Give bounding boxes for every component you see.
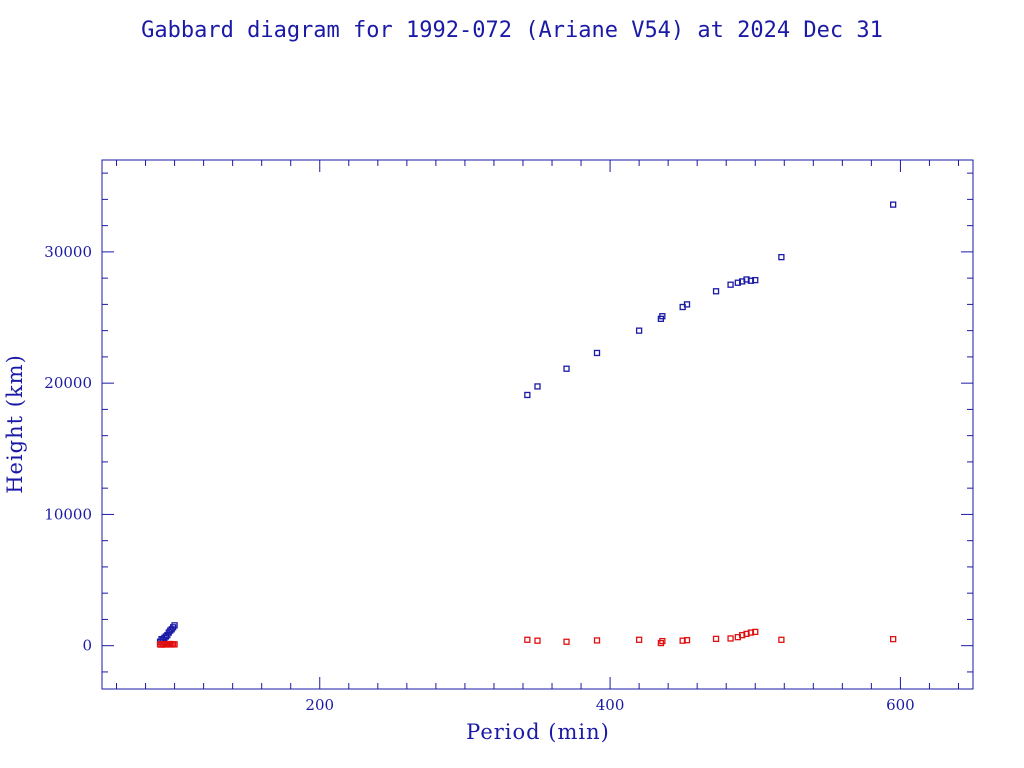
y-tick-label: 30000 — [44, 243, 92, 261]
x-tick-label: 600 — [886, 696, 915, 714]
apogee-point — [752, 276, 759, 284]
perigee-point — [752, 628, 759, 636]
apogee-point — [593, 349, 601, 357]
y-axis-label: Height (km) — [3, 354, 27, 494]
perigee-point — [778, 636, 785, 643]
perigee-point — [727, 635, 734, 642]
y-tick-label: 0 — [82, 637, 92, 655]
x-tick-label: 200 — [305, 696, 334, 714]
apogee-point — [524, 391, 531, 399]
perigee-point — [890, 635, 897, 643]
axis-ticks — [102, 160, 973, 689]
apogee-point — [563, 365, 570, 372]
perigee-point — [593, 637, 601, 644]
perigee-point — [635, 636, 643, 643]
apogee-point — [171, 622, 178, 629]
y-tick-label: 20000 — [44, 374, 92, 392]
chart-title: Gabbard diagram for 1992-072 (Ariane V54… — [141, 18, 883, 43]
perigee-point — [683, 637, 691, 644]
apogee-point — [712, 288, 720, 295]
axis-tick-labels: 200 400 600 0 10000 20000 30000 — [44, 243, 914, 714]
perigee-point — [659, 637, 666, 645]
y-tick-label: 10000 — [44, 505, 92, 523]
apogee-point — [778, 253, 785, 261]
data-points — [156, 201, 897, 648]
plot-frame — [101, 159, 974, 690]
perigee-point — [171, 641, 178, 648]
apogee-point — [659, 313, 666, 320]
apogee-point — [890, 201, 897, 208]
apogee-point — [635, 327, 643, 334]
perigee-point — [534, 637, 541, 644]
x-tick-label: 400 — [596, 696, 625, 714]
apogee-point — [683, 301, 691, 308]
x-axis-label: Period (min) — [466, 720, 610, 744]
perigee-point — [524, 636, 531, 643]
apogee-point — [727, 281, 734, 288]
perigee-point — [712, 635, 720, 643]
apogee-point — [534, 383, 541, 390]
perigee-point — [563, 638, 570, 645]
